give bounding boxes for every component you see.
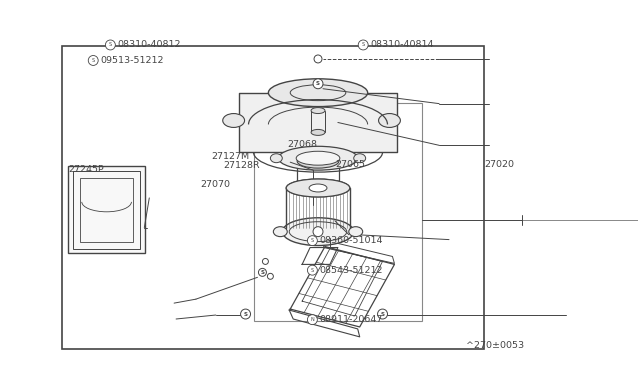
Text: S: S [92,58,95,63]
Circle shape [313,79,323,89]
Circle shape [314,80,322,88]
Ellipse shape [270,154,282,163]
Text: S: S [381,311,385,317]
Text: N: N [310,317,314,322]
Ellipse shape [268,79,367,107]
Circle shape [262,259,268,264]
Circle shape [241,309,250,319]
Bar [68,166,145,253]
Text: 09513-51212: 09513-51212 [100,56,164,65]
Ellipse shape [286,179,350,197]
Circle shape [314,55,322,63]
Text: 27070: 27070 [200,180,230,189]
Bar [253,103,422,321]
Text: 27068: 27068 [287,140,317,149]
Text: 08911-20647: 08911-20647 [319,315,383,324]
Ellipse shape [297,182,339,196]
Text: S: S [260,270,264,275]
Ellipse shape [297,154,339,168]
Circle shape [268,273,273,279]
Text: S: S [311,238,314,243]
Text: 08360-51014: 08360-51014 [319,236,383,245]
Circle shape [378,309,387,319]
Circle shape [307,265,317,275]
Ellipse shape [349,227,363,237]
Ellipse shape [273,227,287,237]
Circle shape [106,40,115,50]
Ellipse shape [278,146,358,170]
Text: 08543-51212: 08543-51212 [319,266,383,275]
Bar [239,93,397,152]
Circle shape [259,268,266,276]
Ellipse shape [282,218,354,246]
Text: 27245P: 27245P [68,165,104,174]
Circle shape [307,315,317,325]
Ellipse shape [311,129,325,135]
Ellipse shape [354,154,365,163]
Bar [62,46,484,349]
Text: 08310-40814: 08310-40814 [370,41,434,49]
Text: S: S [316,81,320,86]
Text: ^270±0053: ^270±0053 [466,341,524,350]
Text: 27127M: 27127M [211,152,250,161]
Bar [73,171,140,248]
Ellipse shape [378,113,401,128]
Text: S: S [311,268,314,273]
Text: S: S [109,42,112,48]
Circle shape [307,236,317,246]
Bar [80,178,133,241]
Ellipse shape [296,151,340,165]
Circle shape [358,40,368,50]
Ellipse shape [286,179,350,197]
Text: 08310-40812: 08310-40812 [117,41,181,49]
Circle shape [313,227,323,237]
Ellipse shape [309,184,327,192]
Circle shape [88,55,98,65]
Text: S: S [362,42,365,48]
Text: 27065: 27065 [335,160,365,169]
Ellipse shape [311,108,325,113]
Text: 27020: 27020 [484,160,514,169]
Text: S: S [244,311,248,317]
Ellipse shape [223,113,244,128]
Text: 27128R: 27128R [223,161,259,170]
